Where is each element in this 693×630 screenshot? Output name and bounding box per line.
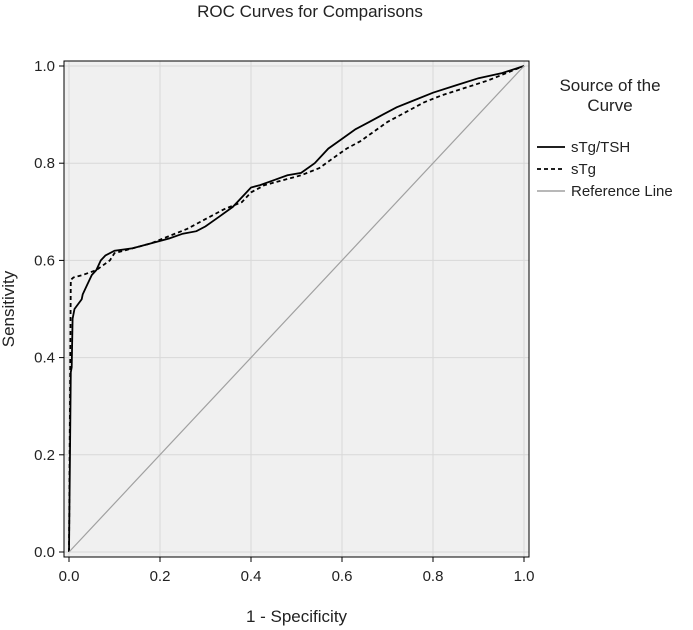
axes: 0.0 0.2 0.4 0.6 0.8 1.0 0.0 0.2 0.4 0.6 0.8 1.0: [34, 58, 534, 585]
series-layer: [68, 65, 525, 553]
x-tick-label: 0.2: [150, 568, 171, 585]
legend-title-line: Curve: [587, 96, 632, 115]
legend-label: Reference Line: [571, 183, 673, 200]
y-tick-label: 0.6: [34, 252, 55, 269]
x-tick-label: 0.8: [423, 568, 444, 585]
legend-label: sTg: [571, 161, 596, 178]
y-axis-title: Sensitivity: [0, 270, 18, 347]
y-tick-label: 1.0: [34, 58, 55, 75]
legend-title-line: Source of the: [559, 76, 660, 95]
series-line-stg: [68, 65, 525, 553]
x-tick-label: 1.0: [514, 568, 535, 585]
x-axis-title: 1 - Specificity: [246, 607, 348, 626]
y-tick-label: 0.8: [34, 155, 55, 172]
series-line-stg-tsh: [68, 65, 525, 553]
y-tick-label: 0.4: [34, 350, 55, 367]
x-tick-label: 0.4: [241, 568, 262, 585]
x-tick-label: 0.6: [332, 568, 353, 585]
y-tick-label: 0.2: [34, 447, 55, 464]
chart-title: ROC Curves for Comparisons: [197, 2, 423, 21]
x-tick-label: 0.0: [59, 568, 80, 585]
series-line-reference-line: [68, 65, 525, 553]
plot-frame: [63, 60, 530, 558]
legend-label: sTg/TSH: [571, 139, 630, 156]
y-tick-label: 0.0: [34, 544, 55, 561]
